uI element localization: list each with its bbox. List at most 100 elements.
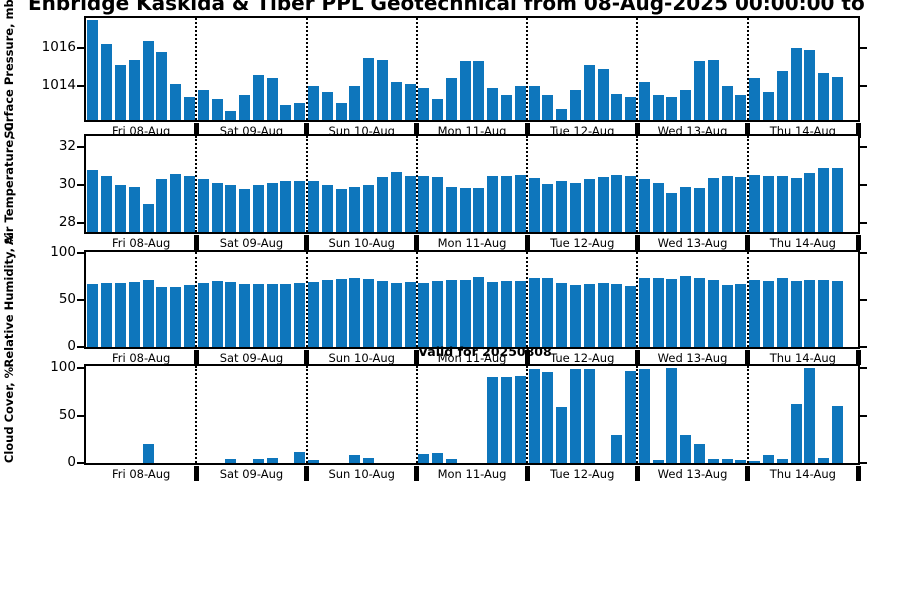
temperature-bar — [776, 175, 788, 232]
day-boundary-line — [305, 252, 308, 347]
cloud-cover-bar — [707, 459, 719, 463]
day-separator — [524, 466, 530, 481]
day-separator — [414, 235, 420, 250]
humidity-bar — [694, 278, 705, 347]
day-separator — [304, 466, 310, 481]
pressure-bar — [252, 74, 264, 120]
day-boundary-line — [746, 18, 749, 120]
day-separator — [745, 123, 751, 138]
y-tick-right — [860, 47, 867, 50]
y-tick-right — [860, 221, 867, 224]
temperature-bar — [501, 175, 512, 232]
temperature-tick-label: 32 — [58, 138, 76, 155]
temperature-bar — [542, 184, 554, 232]
pressure-bar — [625, 97, 636, 120]
day-label: Sat 09-Aug — [219, 236, 284, 250]
pressure-bar — [721, 86, 733, 120]
humidity-bar — [625, 285, 636, 347]
day-boundary-line — [195, 136, 198, 232]
y-tick-left — [77, 462, 84, 464]
pressure-tick-label: 1016 — [41, 39, 76, 56]
day-label: Sun 10-Aug — [328, 236, 395, 250]
pressure-bar — [432, 99, 443, 120]
cloud-cover-bar — [514, 375, 526, 463]
y-tick-left — [77, 47, 84, 50]
pressure-bar — [239, 95, 250, 120]
temperature-bar — [170, 173, 182, 232]
pressure-bar — [376, 59, 388, 120]
y-tick-right — [860, 366, 867, 369]
humidity-bar — [390, 282, 402, 347]
day-label: Wed 13-Aug — [657, 351, 728, 365]
temperature-bar — [625, 175, 636, 232]
pressure-bar — [156, 52, 168, 120]
humidity-bar — [211, 281, 223, 347]
day-separator — [634, 123, 640, 138]
pressure-bar — [735, 95, 747, 120]
temperature-bar — [638, 179, 650, 232]
day-boundary-line — [636, 252, 639, 347]
pressure-bar — [308, 86, 319, 120]
humidity-bar — [183, 285, 195, 347]
cloud-cover-bar — [804, 367, 816, 463]
cloud-cover-bar — [831, 405, 843, 463]
temperature-bar — [335, 188, 347, 232]
temperature-bar — [211, 183, 223, 232]
cloud-cover-bar — [445, 459, 457, 463]
temperature-bar — [128, 186, 140, 232]
cloud-cover-tick-label: 50 — [58, 406, 76, 423]
pressure-bar — [349, 86, 361, 120]
humidity-bar — [101, 283, 113, 347]
temperature-bar — [142, 203, 154, 232]
y-tick-left — [77, 221, 84, 224]
temperature-bar — [225, 184, 237, 232]
temperature-bar — [390, 171, 402, 232]
pressure-bar — [128, 59, 140, 120]
humidity-bar — [349, 278, 361, 347]
day-boundary-line — [636, 136, 639, 232]
temperature-bar — [818, 168, 829, 232]
cloud-cover-tick-label: 100 — [50, 358, 76, 375]
day-boundary-line — [526, 366, 529, 463]
temperature-bar — [528, 178, 540, 232]
pressure-bar — [487, 87, 499, 120]
figure-title: Enbridge Kaskida & Tiber PPL Geotechnica… — [28, 0, 865, 15]
cloud-cover-plot-area — [84, 364, 860, 465]
day-boundary-line — [415, 18, 418, 120]
day-separator — [745, 235, 751, 250]
day-label: Thu 14-Aug — [769, 467, 836, 481]
temperature-bar — [749, 174, 761, 232]
humidity-bar — [818, 280, 829, 347]
y-tick-left — [77, 85, 84, 87]
temperature-bar — [280, 181, 292, 232]
day-separator — [634, 350, 640, 365]
day-label: Tue 12-Aug — [550, 236, 615, 250]
humidity-bar — [583, 283, 595, 347]
pressure-bar — [211, 99, 223, 120]
humidity-bar — [473, 277, 485, 347]
humidity-bar — [790, 280, 802, 347]
temperature-bar — [294, 181, 306, 232]
humidity-bar — [831, 281, 843, 347]
y-tick-left — [77, 299, 84, 301]
pressure-bar — [638, 82, 650, 120]
pressure-bar — [225, 110, 237, 120]
temperature-bar — [514, 174, 526, 232]
day-boundary-line — [195, 366, 198, 463]
cloud-cover-bar — [487, 376, 499, 463]
pressure-bar — [170, 84, 182, 120]
day-label: Tue 12-Aug — [550, 467, 615, 481]
humidity-bar — [611, 284, 623, 347]
temperature-bar — [87, 169, 99, 232]
temperature-bar — [707, 178, 719, 232]
day-boundary-line — [746, 136, 749, 232]
humidity-bar — [666, 279, 678, 347]
day-label: Tue 12-Aug — [550, 351, 615, 365]
day-separator — [414, 123, 420, 138]
day-separator — [745, 350, 751, 365]
temperature-bar — [597, 177, 609, 232]
humidity-bar — [225, 282, 237, 347]
day-label: Sat 09-Aug — [219, 467, 284, 481]
humidity-bar — [142, 280, 154, 347]
temperature-bar — [363, 184, 375, 232]
